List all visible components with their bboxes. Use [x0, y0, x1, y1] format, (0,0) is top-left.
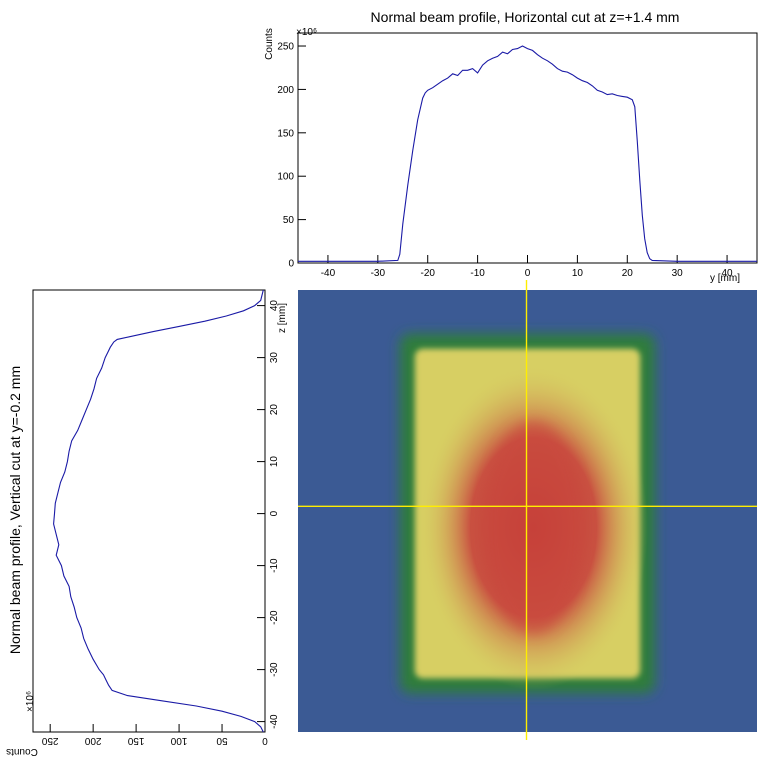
horizontal-ytick-label: 200 — [277, 85, 294, 96]
vertical-cut-ylabel: Counts — [6, 746, 38, 757]
horizontal-ytick-label: 100 — [277, 172, 294, 183]
horizontal-cut-series-line — [298, 45, 757, 262]
horizontal-cut-xticks: -40 -30 -20 -10 0 10 20 30 40 — [321, 255, 733, 279]
vertical-cut-frame — [32, 289, 266, 733]
vertical-ztick-label: -20 — [269, 610, 280, 625]
horizontal-ytick-label: 0 — [288, 259, 294, 270]
horizontal-cut-ylabel: Counts — [264, 28, 275, 60]
vertical-ztick-label: 40 — [269, 300, 280, 312]
horizontal-ytick-label: 250 — [277, 42, 294, 53]
horizontal-cut-plot: Normal beam profile, Horizontal cut at z… — [264, 9, 758, 284]
vertical-counttick-label: 250 — [41, 735, 58, 746]
vertical-cut-series-line — [53, 289, 264, 733]
vertical-ztick-label: 0 — [269, 510, 280, 516]
horizontal-xtick-label: 10 — [572, 268, 584, 279]
heatmap-core-peak — [483, 421, 584, 634]
vertical-ztick-label: 20 — [269, 404, 280, 416]
horizontal-xtick-label: -20 — [420, 268, 435, 279]
vertical-cut-xlabel: z [mm] — [277, 303, 288, 333]
vertical-counttick-label: 150 — [127, 735, 144, 746]
horizontal-xtick-label: -40 — [321, 268, 336, 279]
vertical-cut-plot: Normal beam profile, Vertical cut at y=-… — [6, 289, 288, 757]
vertical-cut-title: Normal beam profile, Vertical cut at y=-… — [7, 366, 23, 654]
vertical-cut-exponent: ×10⁶ — [25, 691, 36, 712]
vertical-counttick-label: 200 — [84, 735, 101, 746]
vertical-ztick-label: -30 — [269, 662, 280, 677]
vertical-cut-zticks: -40 -30 -20 -10 0 10 20 30 40 — [257, 300, 280, 729]
vertical-ztick-label: -10 — [269, 558, 280, 573]
vertical-counttick-label: 50 — [216, 735, 228, 746]
horizontal-xtick-label: 20 — [622, 268, 634, 279]
horizontal-ytick-label: 50 — [283, 215, 295, 226]
horizontal-cut-title: Normal beam profile, Horizontal cut at z… — [371, 9, 680, 25]
horizontal-xtick-label: -30 — [371, 268, 386, 279]
vertical-cut-countticks: 0 50 100 150 200 250 — [41, 724, 268, 746]
horizontal-xtick-label: 40 — [722, 268, 734, 279]
horizontal-cut-yticks: 0 50 100 150 200 250 — [277, 42, 306, 270]
vertical-ztick-label: 10 — [269, 456, 280, 468]
horizontal-xtick-label: 0 — [525, 268, 531, 279]
vertical-ztick-label: 30 — [269, 352, 280, 364]
heatmap-beam-spot — [399, 333, 656, 694]
horizontal-xtick-label: -10 — [470, 268, 485, 279]
vertical-counttick-label: 100 — [170, 735, 187, 746]
horizontal-cut-xlabel: y [mm] — [710, 273, 740, 284]
vertical-ztick-label: -40 — [269, 714, 280, 729]
horizontal-ytick-label: 150 — [277, 128, 294, 139]
vertical-counttick-label: 0 — [262, 735, 268, 746]
horizontal-cut-frame — [297, 32, 758, 264]
horizontal-xtick-label: 30 — [672, 268, 684, 279]
beam-heatmap — [298, 280, 757, 740]
